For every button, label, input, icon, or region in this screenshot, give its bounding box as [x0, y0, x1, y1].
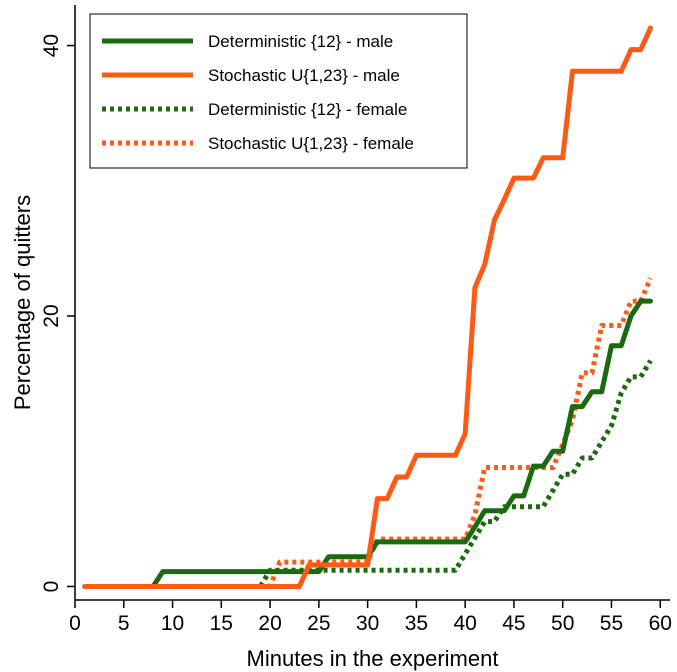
x-tick-label: 45	[502, 612, 525, 635]
legend-label-4: Stochastic U{1,23} - female	[208, 134, 414, 153]
x-tick-label: 30	[356, 612, 379, 635]
x-tick-label: 0	[69, 612, 81, 635]
y-tick-label: 20	[40, 304, 63, 327]
y-axis-ticks: 0 20 40	[40, 34, 75, 592]
x-tick-label: 20	[258, 612, 281, 635]
x-tick-label: 50	[551, 612, 574, 635]
series-line-1	[82, 298, 653, 589]
axes-layer	[74, 5, 670, 601]
legend-label-3: Deterministic {12} - female	[208, 100, 407, 119]
x-axis-title: Minutes in the experiment	[247, 646, 499, 671]
x-tick-label: 60	[649, 612, 672, 635]
x-tick-label: 5	[118, 612, 130, 635]
x-tick-label: 35	[405, 612, 428, 635]
x-tick-label: 15	[210, 612, 233, 635]
series-line-3	[84, 359, 653, 589]
y-tick-label: 0	[40, 581, 63, 593]
x-tick-label: 25	[307, 612, 330, 635]
series-line-2	[82, 25, 653, 589]
x-axis-ticks: 0 5 10 15 20 25 30 35 40 45 50 55 60	[69, 600, 672, 635]
legend-label-2: Stochastic U{1,23} - male	[208, 66, 400, 85]
legend: Deterministic {12} - male Stochastic U{1,…	[89, 13, 468, 169]
x-tick-label: 40	[453, 612, 476, 635]
x-tick-label: 10	[161, 612, 184, 635]
legend-label-1: Deterministic {12} - male	[208, 32, 393, 51]
series-layer	[82, 25, 653, 589]
y-tick-label: 40	[40, 34, 63, 57]
legend-items: Deterministic {12} - male Stochastic U{1,…	[102, 32, 414, 153]
y-axis-title: Percentage of quitters	[10, 195, 35, 410]
x-tick-label: 55	[600, 612, 623, 635]
